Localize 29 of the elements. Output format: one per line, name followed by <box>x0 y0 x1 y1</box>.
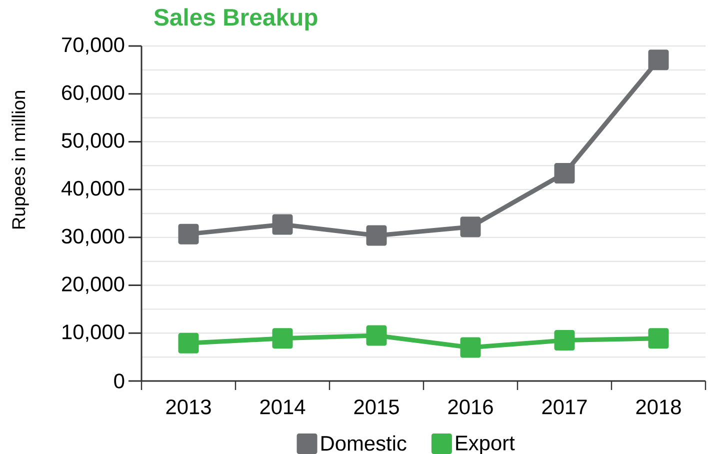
point <box>178 332 199 354</box>
y-tick-label: 70,000 <box>62 37 124 55</box>
x-tick-label: 2013 <box>166 400 211 414</box>
y-tick-label: 50,000 <box>62 133 124 150</box>
legend-label: Domestic <box>321 435 406 451</box>
chart-title: Sales Breakup <box>154 8 318 30</box>
y-axis-title: Rupees in million <box>12 90 29 229</box>
x-tick-label: 2016 <box>448 400 493 414</box>
point <box>366 225 387 246</box>
point <box>366 325 387 346</box>
x-tick-label: 2014 <box>260 400 306 414</box>
point <box>460 216 481 238</box>
y-tick-label: 40,000 <box>61 180 124 198</box>
y-tick-label: 30,000 <box>62 228 124 246</box>
point <box>648 50 669 70</box>
point <box>272 214 293 235</box>
point <box>178 224 199 244</box>
x-tick-label: 2018 <box>636 400 681 414</box>
point <box>648 328 669 349</box>
y-tick-label: 0 <box>114 374 124 388</box>
y-tick-label: 20,000 <box>62 276 124 294</box>
point <box>460 337 481 358</box>
x-tick-label: 2017 <box>542 400 587 414</box>
point <box>554 163 575 184</box>
point <box>554 330 575 351</box>
y-tick-label: 60,000 <box>62 85 124 102</box>
y-tick-label: 10,000 <box>62 324 124 342</box>
x-tick-label: 2015 <box>354 400 399 414</box>
point <box>272 328 293 349</box>
